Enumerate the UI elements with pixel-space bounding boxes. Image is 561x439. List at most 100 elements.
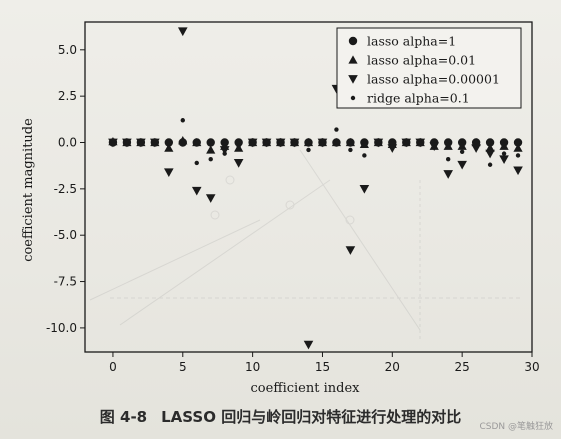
data-point (292, 140, 297, 145)
data-point (345, 137, 356, 147)
data-point (432, 142, 437, 147)
data-point (233, 159, 244, 168)
data-point (303, 137, 314, 147)
data-point (334, 127, 339, 132)
y-tick-label: -2.5 (54, 182, 77, 196)
data-point (513, 138, 523, 147)
data-marks (108, 27, 523, 350)
x-tick-label: 10 (245, 360, 260, 374)
data-point (222, 151, 227, 156)
data-point (234, 138, 243, 147)
data-point (164, 143, 174, 152)
data-point (110, 138, 116, 143)
figure-number: 图 4-8 (99, 408, 148, 426)
data-point (152, 140, 158, 145)
data-point (206, 145, 216, 154)
data-point (178, 136, 188, 145)
data-point (513, 143, 523, 152)
y-tick-label: 0.0 (58, 136, 77, 150)
data-point (429, 142, 440, 152)
data-point (278, 140, 283, 145)
data-point (124, 138, 130, 143)
data-point (303, 340, 314, 350)
data-point (443, 141, 453, 150)
x-tick-label: 5 (179, 360, 187, 374)
data-point (208, 156, 213, 162)
legend-label: lasso alpha=0.00001 (367, 72, 500, 87)
x-tick-label: 15 (315, 360, 330, 374)
data-point (499, 141, 509, 150)
data-point (348, 147, 353, 153)
data-point (191, 186, 202, 196)
data-point (485, 149, 495, 159)
y-axis-label: coefficient magnitude (21, 118, 36, 262)
data-point (359, 185, 370, 194)
data-point (513, 166, 523, 176)
legend-marker (348, 55, 358, 64)
plot-frame (84, 21, 533, 353)
data-point (138, 140, 144, 145)
data-point (194, 160, 199, 166)
scatter-chart: 0 5 10 15 20 25 30 -10.0 -7.5 -5.0 -2.5 0.0 2.5 5.0 l… (21, 21, 540, 396)
legend: lasso alpha=1 lasso alpha=0.01 lasso alpha… (336, 27, 522, 109)
data-point (418, 140, 423, 145)
data-point (331, 137, 342, 147)
y-tick-label: -5.0 (54, 228, 77, 242)
data-point (264, 140, 269, 145)
data-point (108, 138, 118, 148)
bleed-through-texture (89, 149, 520, 340)
data-point (487, 162, 493, 167)
data-point (166, 142, 172, 147)
legend-marker (350, 95, 356, 101)
data-point (471, 137, 481, 147)
data-point (236, 144, 241, 149)
data-point (192, 137, 202, 147)
data-point (485, 138, 495, 147)
x-tick-label: 0 (109, 360, 117, 374)
figure-caption-text: LASSO 回归与岭回归对特征进行处理的对比 (161, 408, 462, 426)
data-point (390, 144, 395, 149)
axes: 0 5 10 15 20 25 30 -10.0 -7.5 -5.0 -2.5 0.0 2.5 5.0 (46, 43, 540, 374)
data-point (376, 140, 381, 145)
y-tick-label: -10.0 (46, 321, 77, 335)
data-point (306, 147, 311, 153)
data-point (345, 246, 356, 255)
data-point (459, 149, 465, 154)
series-4 (110, 118, 521, 167)
data-point (177, 27, 188, 37)
x-axis-label: coefficient index (251, 381, 361, 396)
y-tick-label: 2.5 (58, 89, 77, 103)
data-point (122, 138, 132, 148)
x-tick-label: 30 (524, 360, 539, 374)
data-point (515, 153, 521, 158)
legend-label: ridge alpha=0.1 (367, 91, 470, 106)
legend-label: lasso alpha=0.01 (367, 53, 476, 68)
data-point (499, 155, 509, 164)
data-point (457, 160, 467, 170)
data-point (320, 140, 325, 145)
data-point (362, 153, 367, 158)
data-point (205, 194, 216, 203)
data-point (359, 139, 369, 149)
data-point (485, 143, 495, 152)
data-point (180, 118, 185, 123)
data-point (164, 168, 174, 177)
y-tick-label: 5.0 (58, 43, 77, 57)
data-point (471, 144, 481, 153)
watermark: CSDN @笔触狂放 (479, 422, 553, 432)
legend-marker (348, 75, 358, 84)
figure-caption: 图 4-8 LASSO 回归与岭回归对特征进行处理的对比 (0, 406, 561, 427)
data-point (250, 140, 255, 145)
legend-marker (348, 36, 358, 46)
data-point (206, 138, 215, 147)
data-point (501, 151, 507, 156)
x-tick-label: 25 (455, 360, 470, 374)
data-point (457, 141, 467, 150)
data-point (473, 144, 479, 149)
data-point (445, 156, 451, 162)
plot-area (84, 21, 533, 353)
data-point (387, 144, 398, 153)
data-point (219, 146, 230, 155)
legend-box (336, 27, 522, 109)
